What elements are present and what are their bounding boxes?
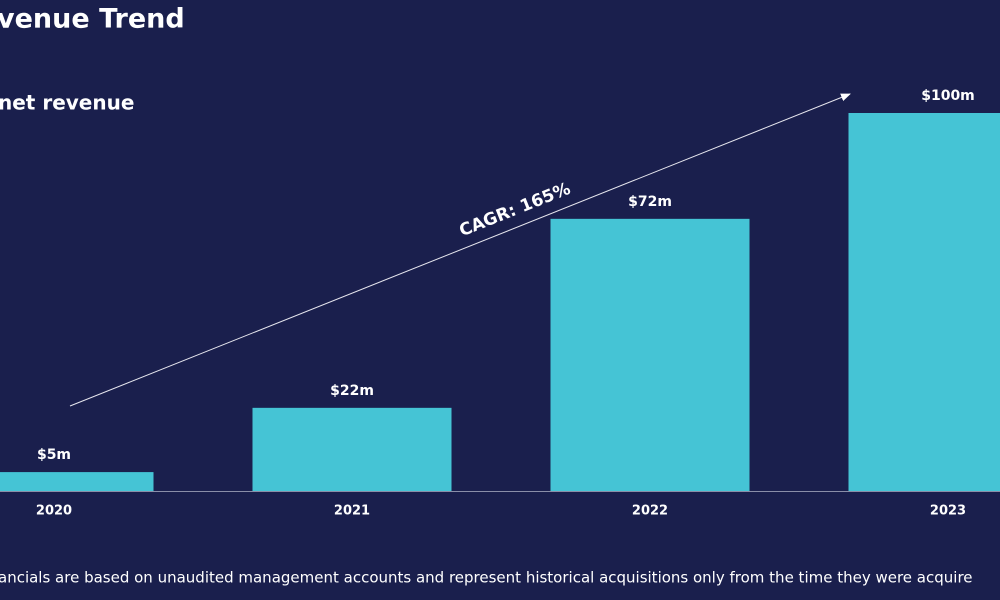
bar (550, 218, 750, 491)
value-label: $72m (628, 194, 672, 210)
value-label: $5m (37, 447, 71, 463)
chart-title: venue Trend (0, 4, 185, 35)
x-tick-label: 2021 (334, 504, 370, 519)
value-label: $100m (921, 88, 975, 104)
x-tick-label: 2022 (632, 504, 668, 519)
bar (848, 113, 1000, 491)
bar (252, 407, 452, 491)
cagr-arrow (69, 93, 851, 407)
x-tick-label: 2020 (36, 504, 72, 519)
footnote: ancials are based on unaudited managemen… (0, 569, 973, 587)
value-label: $22m (330, 383, 374, 399)
bar (0, 472, 154, 491)
x-tick-label: 2023 (930, 504, 966, 519)
chart-subtitle: net revenue (0, 91, 134, 115)
